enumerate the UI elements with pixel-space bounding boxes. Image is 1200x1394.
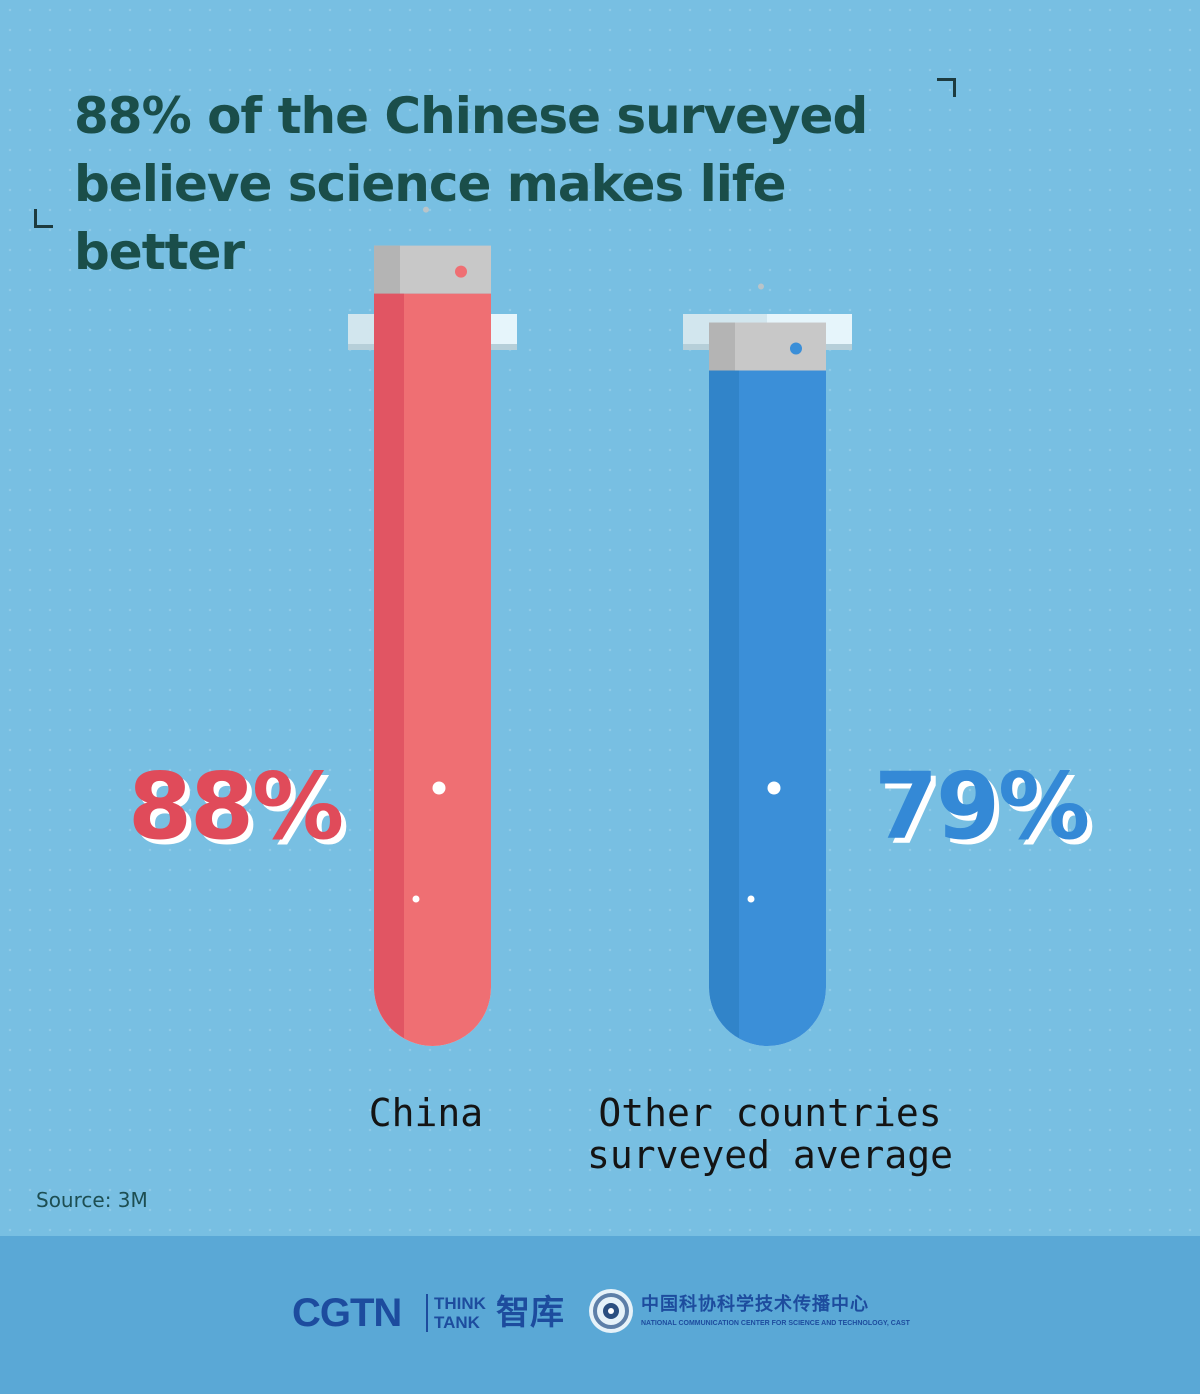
chart-title: 88% of the Chinese surveyed believe scie… [74,82,954,286]
tube-bubble-band-china [455,265,467,278]
chart-title-line-2: believe science makes life better [74,155,787,281]
footer-band [0,1236,1200,1394]
value-label-other-countries: 79% [874,753,1090,860]
bar-liquid-shade-other-countries [709,370,739,1038]
think-tank-logo-chinese: 智库 [496,1293,564,1333]
corner-bracket-top-right [937,78,956,97]
tube-bubble-low-china [412,895,420,903]
tube-bubble-mid-china [432,781,446,795]
category-label-china: China [326,1092,526,1134]
think-tank-logo-line-1: THINK [434,1294,486,1313]
category-label-china-line-1: China [368,1091,484,1135]
tube-bubble-mid-other-countries [767,781,781,795]
tube-bubble-top-china [423,206,429,213]
cast-center-name-english: NATIONAL COMMUNICATION CENTER FOR SCIENC… [641,1320,910,1327]
tube-band-shade-china [374,245,400,294]
category-label-other-line-2: surveyed average [586,1133,954,1177]
tube-bubble-top-other-countries [758,283,764,290]
tube-bubble-band-other-countries [790,342,802,355]
source-note: Source: 3M [36,1188,148,1212]
think-tank-logo-line-2: TANK [434,1313,480,1332]
tube-bubble-low-other-countries [747,895,755,903]
logo-divider [426,1294,428,1332]
bar-liquid-shade-china [374,293,404,1039]
category-label-other-line-1: Other countries [598,1091,942,1135]
chart-title-line-1: 88% of the Chinese surveyed [74,87,868,145]
cgtn-logo: CGTN [292,1291,402,1335]
think-tank-logo: THINK TANK [434,1294,486,1332]
value-label-china: 88% [128,753,344,860]
corner-bracket-bottom-left [34,209,53,228]
cast-center-name-chinese: 中国科协科学技术传播中心 [641,1294,869,1315]
tube-band-shade-other-countries [709,322,735,371]
category-label-other-countries: Other countries surveyed average [565,1092,975,1176]
